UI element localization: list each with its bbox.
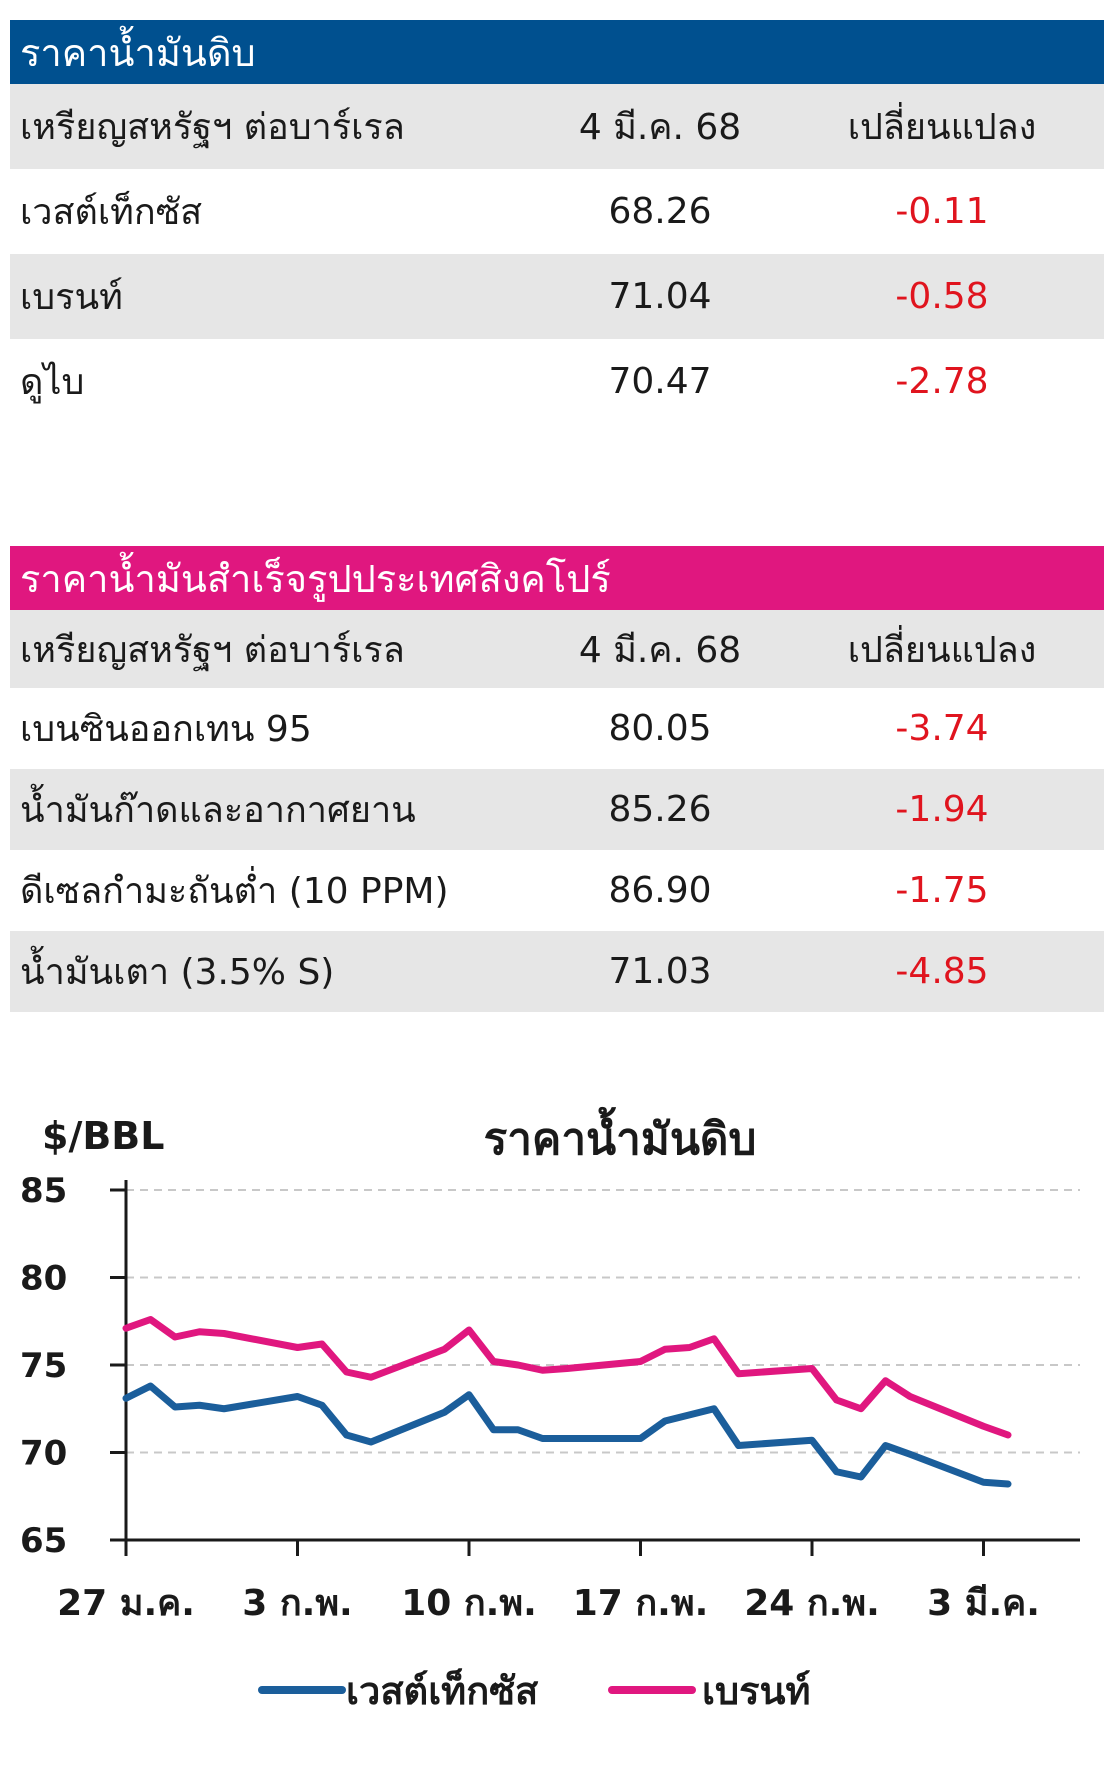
price-value: 70.47 (608, 361, 712, 402)
price-value: 68.26 (608, 191, 712, 232)
product-name: น้ำมันก๊าดและอากาศยาน (20, 790, 416, 831)
date-header: 4 มี.ค. 68 (578, 629, 742, 671)
x-tick-label: 24 ก.พ. (744, 1583, 880, 1624)
refined-header-row: เหรียญสหรัฐฯ ต่อบาร์เรล 4 มี.ค. 68 เปลี่… (10, 610, 1104, 688)
gridlines (126, 1189, 1080, 1454)
table-row: เบนซินออกเทน 95 80.05 -3.74 (10, 688, 1104, 769)
table-row: ดูไบ 70.47 -2.78 (10, 339, 1104, 424)
series-line-0 (122, 1382, 1012, 1488)
product-name: ดูไบ (20, 362, 85, 403)
crude-oil-title: ราคาน้ำมันดิบ (10, 20, 1104, 84)
x-tick-label: 27 ม.ค. (57, 1583, 195, 1624)
product-name: น้ำมันเตา (3.5% S) (20, 952, 335, 993)
axes: 65 70 75 80 85 27 ม.ค. 3 ก.พ. 10 ก.พ. 17 ก.พ. 24 … (20, 1171, 1080, 1624)
series-line-1 (122, 1316, 1012, 1439)
crude-header-row: เหรียญสหรัฐฯ ต่อบาร์เรล 4 มี.ค. 68 เปลี่… (10, 84, 1104, 169)
series-lines (122, 1316, 1012, 1488)
x-tick-label: 17 ก.พ. (573, 1583, 709, 1624)
table-row: ดีเซลกำมะถันต่ำ (10 PPM) 86.90 -1.75 (10, 850, 1104, 931)
product-name: ดีเซลกำมะถันต่ำ (10 PPM) (20, 871, 449, 912)
crude-oil-chart: 65 70 75 80 85 27 ม.ค. 3 ก.พ. 10 ก.พ. 17 ก.พ. 24 … (0, 1090, 1104, 1776)
change-header: เปลี่ยนแปลง (847, 107, 1037, 148)
product-name: เบนซินออกเทน 95 (20, 709, 312, 750)
refined-oil-title: ราคาน้ำมันสำเร็จรูปประเทศสิงคโปร์ (10, 546, 1104, 610)
legend-label: เวสต์เท็กซัส (346, 1668, 539, 1713)
x-tick-label: 10 ก.พ. (401, 1583, 537, 1624)
change-value: -2.78 (895, 361, 989, 402)
x-tick-label: 3 ก.พ. (242, 1583, 352, 1624)
change-value: -1.94 (895, 789, 989, 830)
change-value: -4.85 (895, 951, 989, 992)
date-header: 4 มี.ค. 68 (578, 107, 742, 148)
product-name: เบรนท์ (20, 277, 123, 318)
y-axis-label: $/BBL (42, 1114, 164, 1158)
y-tick-label: 65 (20, 1521, 67, 1561)
unit-header: เหรียญสหรัฐฯ ต่อบาร์เรล (20, 629, 405, 671)
price-value: 71.03 (608, 951, 712, 992)
price-value: 85.26 (608, 789, 712, 830)
price-value: 71.04 (608, 276, 712, 317)
unit-header: เหรียญสหรัฐฯ ต่อบาร์เรล (20, 107, 405, 148)
table-row: น้ำมันเตา (3.5% S) 71.03 -4.85 (10, 931, 1104, 1012)
x-tick-label: 3 มี.ค. (927, 1583, 1040, 1624)
table-row: เวสต์เท็กซัส 68.26 -0.11 (10, 169, 1104, 254)
y-tick-label: 70 (20, 1434, 67, 1474)
table-row: น้ำมันก๊าดและอากาศยาน 85.26 -1.94 (10, 769, 1104, 850)
refined-oil-table: ราคาน้ำมันสำเร็จรูปประเทศสิงคโปร์ เหรียญ… (10, 546, 1104, 1012)
y-tick-label: 75 (20, 1346, 67, 1386)
chart-title: ราคาน้ำมันดิบ (484, 1106, 757, 1165)
change-header: เปลี่ยนแปลง (847, 629, 1037, 671)
y-tick-label: 80 (20, 1259, 67, 1299)
crude-oil-table: ราคาน้ำมันดิบ เหรียญสหรัฐฯ ต่อบาร์เรล 4 … (10, 20, 1104, 424)
y-tick-label: 85 (20, 1171, 67, 1211)
price-value: 86.90 (608, 870, 712, 911)
chart-svg: 65 70 75 80 85 27 ม.ค. 3 ก.พ. 10 ก.พ. 17 ก.พ. 24 … (20, 1106, 1080, 1713)
change-value: -0.58 (895, 276, 989, 317)
change-value: -1.75 (895, 870, 989, 911)
table-row: เบรนท์ 71.04 -0.58 (10, 254, 1104, 339)
change-value: -0.11 (895, 191, 989, 232)
product-name: เวสต์เท็กซัส (20, 192, 203, 233)
legend: เวสต์เท็กซัส เบรนท์ (258, 1668, 811, 1713)
change-value: -3.74 (895, 708, 989, 749)
price-value: 80.05 (608, 708, 712, 749)
legend-label: เบรนท์ (702, 1669, 811, 1713)
